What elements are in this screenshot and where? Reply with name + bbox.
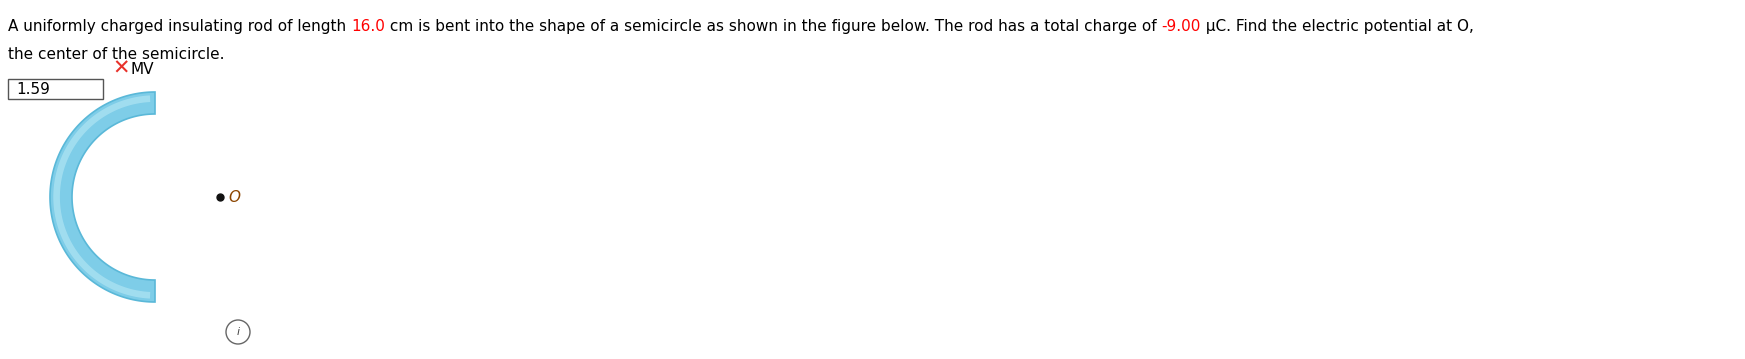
Text: 1.59: 1.59: [16, 81, 51, 97]
Text: cm is bent into the shape of a semicircle as shown in the figure below. The rod : cm is bent into the shape of a semicircl…: [386, 19, 1162, 34]
Text: μC. Find the electric potential at O,: μC. Find the electric potential at O,: [1201, 19, 1473, 34]
Bar: [9, 79, 103, 99]
Text: 16.0: 16.0: [351, 19, 386, 34]
Polygon shape: [51, 92, 155, 302]
Text: i: i: [236, 327, 239, 337]
Polygon shape: [54, 95, 150, 299]
Text: A uniformly charged insulating rod of length: A uniformly charged insulating rod of le…: [9, 19, 351, 34]
Text: -9.00: -9.00: [1162, 19, 1201, 34]
Text: MV: MV: [129, 61, 154, 76]
Text: ✕: ✕: [112, 59, 129, 79]
Text: the center of the semicircle.: the center of the semicircle.: [9, 47, 225, 62]
Text: O: O: [229, 190, 241, 205]
